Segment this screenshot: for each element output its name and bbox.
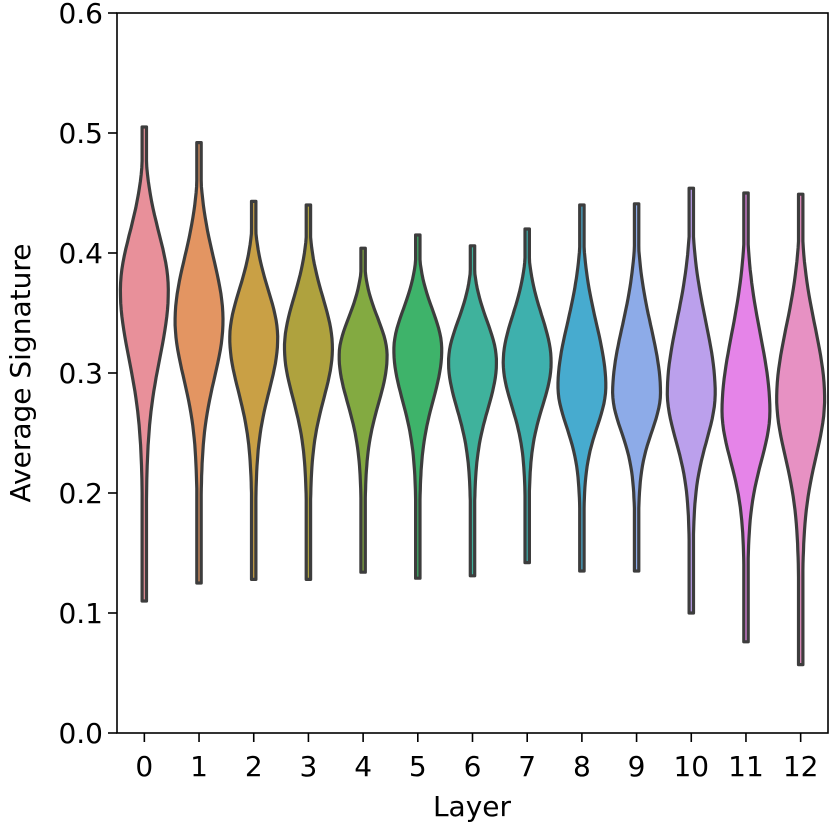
y-tick-label: 0.2 xyxy=(58,477,103,510)
violin-layer-5 xyxy=(392,233,444,580)
y-tick-label: 0.0 xyxy=(58,717,103,750)
violin-layer-12 xyxy=(775,192,827,667)
x-tick-label: 0 xyxy=(135,750,153,783)
x-tick-label: 6 xyxy=(464,750,482,783)
violin-layer-11 xyxy=(720,191,772,644)
y-tick-label: 0.3 xyxy=(58,357,103,390)
violin-layer-8 xyxy=(556,203,608,573)
y-tick-label: 0.6 xyxy=(58,0,103,30)
x-axis: 0 1 2 3 4 5 6 7 8 9 10 11 12 xyxy=(135,733,818,783)
violin-group xyxy=(118,125,827,667)
x-tick-label: 9 xyxy=(628,750,646,783)
y-tick-label: 0.5 xyxy=(58,117,103,150)
x-tick-label: 2 xyxy=(245,750,263,783)
y-tick-label: 0.4 xyxy=(58,237,103,270)
x-tick-label: 1 xyxy=(190,750,208,783)
y-axis: 0.0 0.1 0.2 0.3 0.4 0.5 0.6 xyxy=(58,0,117,750)
x-tick-label: 4 xyxy=(354,750,372,783)
violin-layer-2 xyxy=(228,199,280,581)
x-tick-label: 5 xyxy=(409,750,427,783)
violin-layer-6 xyxy=(447,244,498,578)
violin-layer-3 xyxy=(282,203,334,581)
x-tick-label: 11 xyxy=(728,750,764,783)
violin-layer-10 xyxy=(665,186,717,615)
x-tick-label: 8 xyxy=(573,750,591,783)
x-tick-label: 12 xyxy=(783,750,819,783)
y-tick-label: 0.1 xyxy=(58,597,103,630)
violin-layer-4 xyxy=(337,246,389,574)
x-tick-label: 3 xyxy=(300,750,318,783)
violin-layer-1 xyxy=(173,141,225,585)
x-tick-label: 10 xyxy=(673,750,709,783)
violin-layer-7 xyxy=(501,227,553,565)
y-axis-label: Average Signature xyxy=(4,244,37,503)
violin-layer-0 xyxy=(118,125,170,603)
x-tick-label: 7 xyxy=(518,750,536,783)
x-axis-label: Layer xyxy=(433,790,512,823)
violin-layer-9 xyxy=(611,202,663,573)
